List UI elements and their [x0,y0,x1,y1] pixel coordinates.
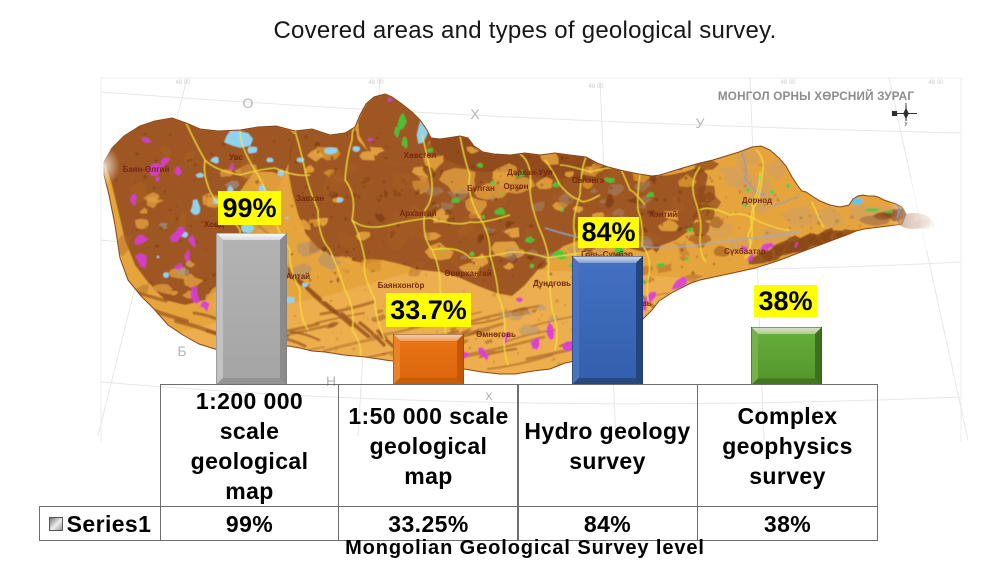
svg-text:Сэлэнгэ: Сэлэнгэ [572,176,605,185]
svg-text:y: y [905,121,908,127]
svg-text:Б: Б [177,343,186,359]
svg-text:48 00: 48 00 [368,80,384,86]
svg-text:Хөвсгөл: Хөвсгөл [404,151,437,160]
svg-text:Баян-Өлгий: Баян-Өлгий [123,165,170,174]
svg-text:Алтай: Алтай [286,272,310,281]
svg-text:х: х [486,387,493,403]
svg-text:Ховд: Ховд [204,220,224,229]
svg-text:Орхон: Орхон [504,182,529,191]
svg-text:Дархан-Уул: Дархан-Уул [507,168,553,177]
svg-text:У: У [696,115,705,131]
svg-text:Х: Х [470,106,480,122]
svg-text:48 00: 48 00 [175,80,191,86]
svg-text:48 00: 48 00 [780,80,796,86]
svg-text:Завхан: Завхан [296,194,324,203]
svg-text:МОНГОЛ ОРНЫ ХӨРСНИЙ ЗУРАГ: МОНГОЛ ОРНЫ ХӨРСНИЙ ЗУРАГ [718,90,914,103]
svg-text:Өмнөговь: Өмнөговь [476,330,516,339]
svg-text:Баянхонгор: Баянхонгор [378,281,425,290]
svg-text:Дундговь: Дундговь [533,279,571,288]
svg-text:Увс: Увс [229,153,243,162]
svg-text:48 00: 48 00 [588,84,604,90]
svg-text:48 00: 48 00 [928,80,944,86]
svg-text:Архангай: Архангай [400,209,437,218]
svg-text:Сүхбаатар: Сүхбаатар [724,247,766,256]
svg-text:x: x [905,102,908,108]
svg-text:Өвөрхангай: Өвөрхангай [444,269,491,278]
svg-text:Булган: Булган [467,184,495,193]
svg-text:Н: Н [326,373,336,389]
svg-text:Дорнод: Дорнод [742,196,772,205]
svg-text:Говь-Сүмбэр: Говь-Сүмбэр [581,250,633,259]
svg-text:О: О [243,95,254,111]
svg-text:Хэнтий: Хэнтий [649,210,677,219]
